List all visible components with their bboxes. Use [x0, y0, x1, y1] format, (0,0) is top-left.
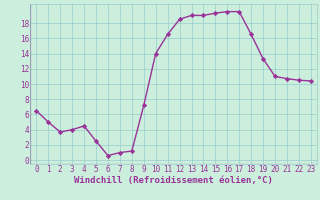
- X-axis label: Windchill (Refroidissement éolien,°C): Windchill (Refroidissement éolien,°C): [74, 176, 273, 185]
